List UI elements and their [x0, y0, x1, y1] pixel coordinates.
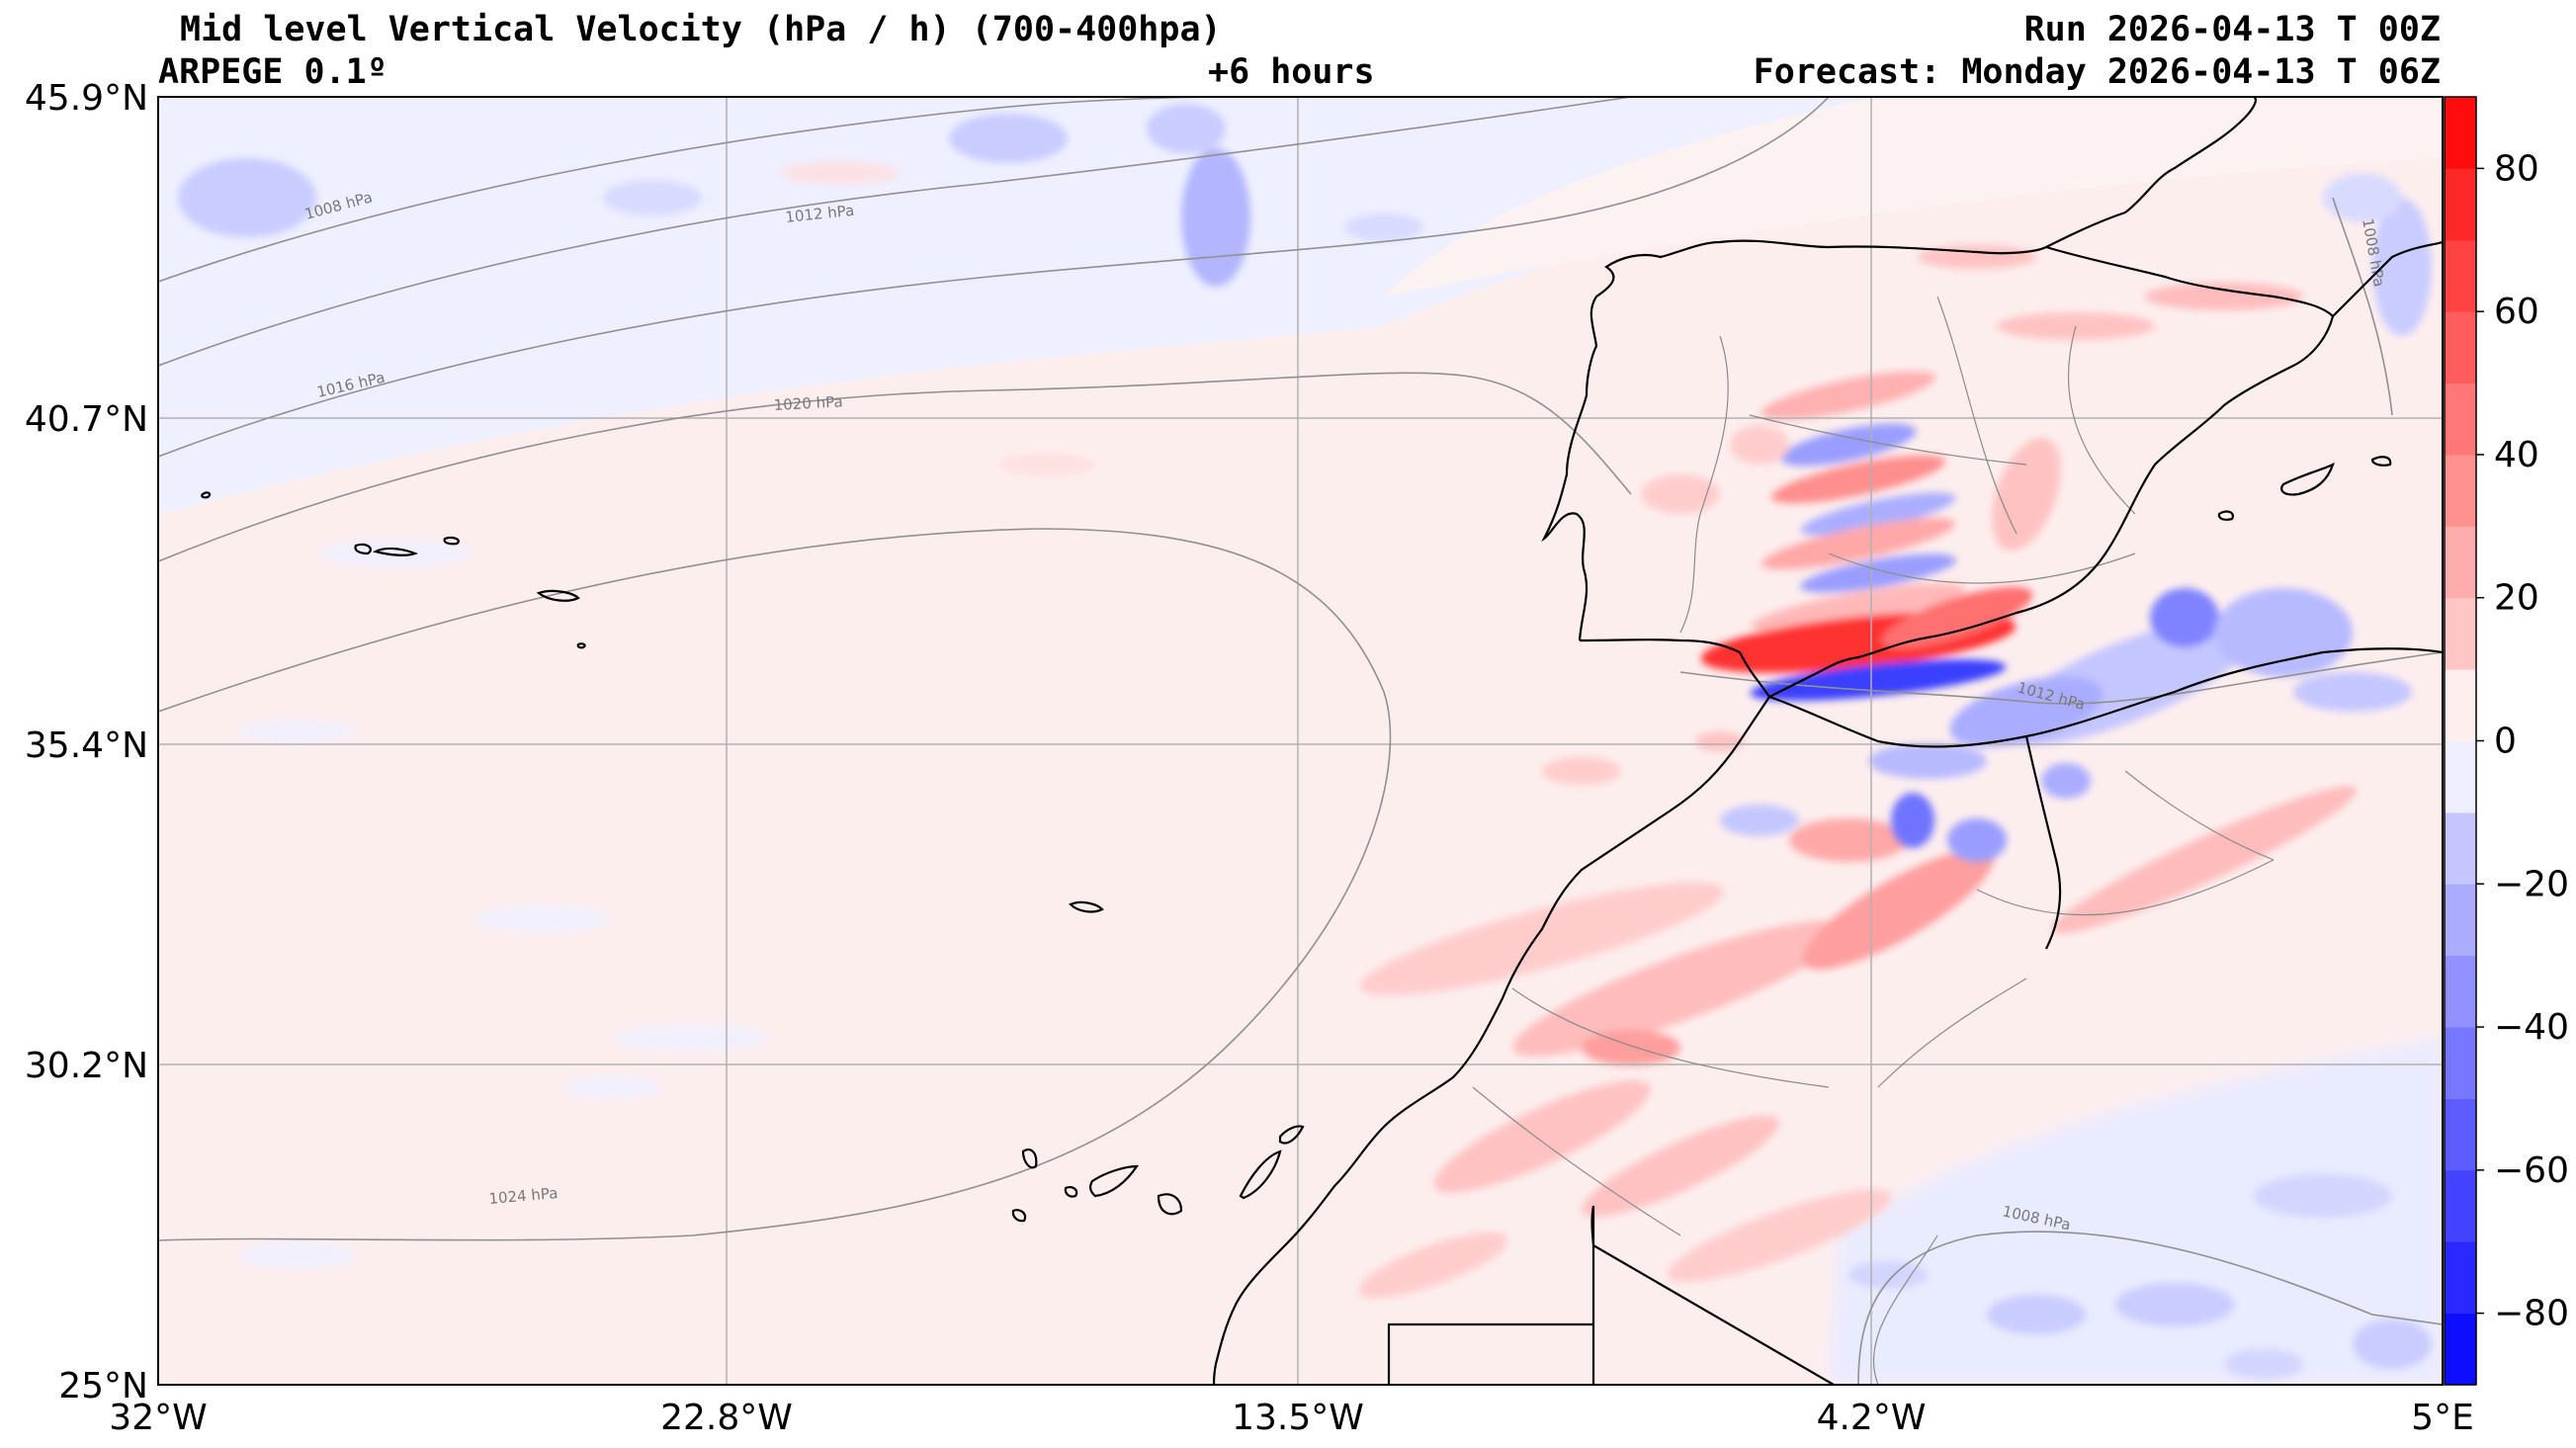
lon-tick-label: 4.2°W — [1817, 1398, 1927, 1438]
map-title: Mid level Vertical Velocity (hPa / h) (7… — [180, 10, 1222, 49]
lat-tick-label: 35.4°N — [25, 725, 148, 766]
colorbar-step — [2445, 311, 2476, 384]
lon-tick-label: 13.5°W — [1232, 1398, 1364, 1438]
map-area: 1008 hPa 1012 hPa 1016 hPa 1020 hPa 1024… — [157, 96, 2444, 1386]
colorbar-tick-label: −40 — [2494, 1007, 2569, 1048]
svg-text:1020 hPa: 1020 hPa — [773, 392, 843, 414]
velocity-field — [158, 97, 2443, 1385]
lon-axis: 32°W 22.8°W 13.5°W 4.2°W 5°E — [109, 1398, 2474, 1438]
colorbar-tick-label: −20 — [2494, 864, 2569, 904]
colorbar-step — [2445, 1169, 2476, 1242]
ascent-blobs-southeast — [1848, 1174, 2432, 1379]
lat-tick-label: 30.2°N — [25, 1046, 148, 1086]
colorbar-step — [2445, 1313, 2476, 1386]
model-label: ARPEGE 0.1º — [158, 52, 387, 92]
colorbar-step — [2445, 383, 2476, 456]
colorbar: 80 60 40 20 0 −20 −40 −60 −80 — [2444, 96, 2569, 1386]
colorbar-step — [2445, 1241, 2476, 1315]
colorbar-tick-label: 0 — [2494, 722, 2517, 762]
colorbar-step — [2445, 239, 2476, 312]
run-label: Run 2026-04-13 T 00Z — [2023, 10, 2441, 49]
colorbar-step — [2445, 454, 2476, 527]
lon-tick-label: 32°W — [109, 1398, 207, 1438]
colorbar-tick-label: 40 — [2494, 435, 2539, 475]
iberia-bands — [1641, 245, 2303, 751]
colorbar-step — [2445, 955, 2476, 1028]
colorbar-tick-label: 60 — [2494, 292, 2539, 332]
descent-band-africa — [1358, 757, 2358, 1299]
colorbar-step — [2445, 168, 2476, 241]
colorbar-step — [2445, 884, 2476, 957]
lat-tick-label: 40.7°N — [25, 399, 148, 440]
coastlines — [201, 97, 2443, 1385]
colorbar-step — [2445, 597, 2476, 670]
colorbar-tick-label: 20 — [2494, 578, 2539, 619]
lat-tick-label: 25°N — [58, 1366, 148, 1406]
admin-borders — [1472, 296, 2275, 1385]
lon-tick-label: 22.8°W — [660, 1398, 793, 1438]
ascent-band-mediterranean — [1868, 588, 2412, 779]
colorbar-step — [2445, 97, 2476, 169]
forecast-label: Forecast: Monday 2026-04-13 T 06Z — [1753, 52, 2441, 92]
map-frame — [157, 96, 2444, 1386]
colorbar-steps — [2445, 97, 2476, 1386]
lon-tick-label: 5°E — [2411, 1398, 2474, 1438]
colorbar-tick-label: −60 — [2494, 1150, 2569, 1191]
colorbar-step — [2445, 526, 2476, 599]
colorbar-step — [2445, 669, 2476, 741]
colorbar-step — [2445, 740, 2476, 813]
colorbar-ticks: 80 60 40 20 0 −20 −40 −60 −80 — [2476, 148, 2569, 1334]
colorbar-tick-label: 80 — [2494, 148, 2539, 189]
isobars — [158, 97, 2443, 1385]
ascent-blobs-northwest — [178, 104, 2432, 336]
colorbar-step — [2445, 1098, 2476, 1171]
ascent-cores-africa — [1720, 763, 2091, 862]
lat-axis: 45.9°N 40.7°N 35.4°N 30.2°N 25°N — [25, 78, 148, 1406]
lat-tick-label: 45.9°N — [25, 78, 148, 119]
coastline-lines — [201, 97, 2443, 1385]
colorbar-step — [2445, 1027, 2476, 1099]
colorbar-step — [2445, 811, 2476, 885]
lead-time-label: +6 hours — [1208, 52, 1375, 92]
colorbar-tick-label: −80 — [2494, 1294, 2569, 1334]
